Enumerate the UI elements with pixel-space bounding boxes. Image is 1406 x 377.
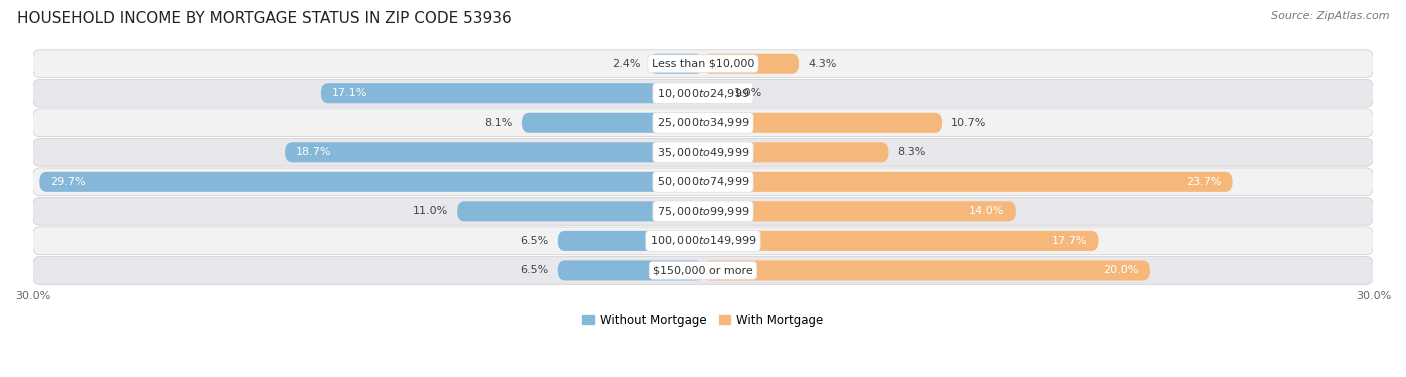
Text: $35,000 to $49,999: $35,000 to $49,999 xyxy=(657,146,749,159)
FancyBboxPatch shape xyxy=(703,142,889,162)
FancyBboxPatch shape xyxy=(703,113,942,133)
FancyBboxPatch shape xyxy=(703,201,1017,221)
Text: 14.0%: 14.0% xyxy=(969,206,1005,216)
Text: 8.1%: 8.1% xyxy=(485,118,513,128)
FancyBboxPatch shape xyxy=(558,261,703,280)
Text: Less than $10,000: Less than $10,000 xyxy=(652,59,754,69)
Text: 4.3%: 4.3% xyxy=(808,59,837,69)
Text: 1.0%: 1.0% xyxy=(734,88,762,98)
Text: 10.7%: 10.7% xyxy=(950,118,987,128)
FancyBboxPatch shape xyxy=(703,231,1098,251)
Text: 20.0%: 20.0% xyxy=(1104,265,1139,276)
Text: 17.7%: 17.7% xyxy=(1052,236,1087,246)
Text: $150,000 or more: $150,000 or more xyxy=(654,265,752,276)
FancyBboxPatch shape xyxy=(32,50,1374,78)
Text: 17.1%: 17.1% xyxy=(332,88,367,98)
Text: 29.7%: 29.7% xyxy=(51,177,86,187)
FancyBboxPatch shape xyxy=(32,198,1374,225)
Text: $100,000 to $149,999: $100,000 to $149,999 xyxy=(650,234,756,247)
Text: $75,000 to $99,999: $75,000 to $99,999 xyxy=(657,205,749,218)
Text: 6.5%: 6.5% xyxy=(520,265,548,276)
FancyBboxPatch shape xyxy=(39,172,703,192)
FancyBboxPatch shape xyxy=(703,54,799,74)
FancyBboxPatch shape xyxy=(32,138,1374,166)
FancyBboxPatch shape xyxy=(285,142,703,162)
FancyBboxPatch shape xyxy=(558,231,703,251)
Text: 11.0%: 11.0% xyxy=(413,206,449,216)
FancyBboxPatch shape xyxy=(650,54,703,74)
Text: $25,000 to $34,999: $25,000 to $34,999 xyxy=(657,116,749,129)
FancyBboxPatch shape xyxy=(32,168,1374,196)
Text: 23.7%: 23.7% xyxy=(1185,177,1222,187)
FancyBboxPatch shape xyxy=(32,227,1374,255)
FancyBboxPatch shape xyxy=(32,109,1374,136)
Text: HOUSEHOLD INCOME BY MORTGAGE STATUS IN ZIP CODE 53936: HOUSEHOLD INCOME BY MORTGAGE STATUS IN Z… xyxy=(17,11,512,26)
Legend: Without Mortgage, With Mortgage: Without Mortgage, With Mortgage xyxy=(578,309,828,331)
Text: 2.4%: 2.4% xyxy=(612,59,640,69)
FancyBboxPatch shape xyxy=(321,83,703,103)
Text: 6.5%: 6.5% xyxy=(520,236,548,246)
FancyBboxPatch shape xyxy=(32,256,1374,284)
Text: 18.7%: 18.7% xyxy=(297,147,332,157)
FancyBboxPatch shape xyxy=(703,83,725,103)
Text: Source: ZipAtlas.com: Source: ZipAtlas.com xyxy=(1271,11,1389,21)
FancyBboxPatch shape xyxy=(703,261,1150,280)
FancyBboxPatch shape xyxy=(522,113,703,133)
FancyBboxPatch shape xyxy=(457,201,703,221)
Text: $50,000 to $74,999: $50,000 to $74,999 xyxy=(657,175,749,188)
FancyBboxPatch shape xyxy=(32,79,1374,107)
Text: $10,000 to $24,999: $10,000 to $24,999 xyxy=(657,87,749,100)
FancyBboxPatch shape xyxy=(703,172,1233,192)
Text: 8.3%: 8.3% xyxy=(897,147,925,157)
